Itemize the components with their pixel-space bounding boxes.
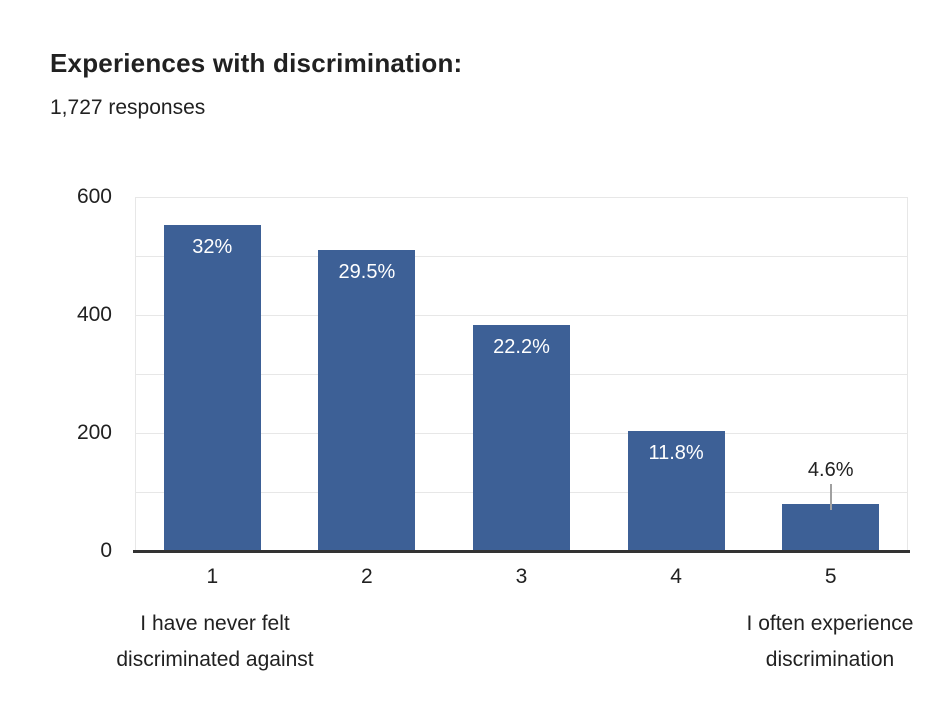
x-axis-annotation-left: I have never felt discriminated against [116, 606, 313, 678]
x-axis-tick-label: 2 [361, 565, 373, 588]
y-axis-tick-label: 200 [76, 421, 112, 444]
gridline [135, 256, 908, 257]
plot-area: 32% 29.5% 22.2% 11.8% 4.6% [135, 197, 908, 551]
x-axis-annotation-right: I often experience discrimination [747, 606, 914, 678]
plot-right-border [907, 197, 908, 551]
gridline [135, 197, 908, 198]
bar [318, 250, 416, 551]
annotation-line: I often experience [746, 612, 914, 635]
bar-value-label: 32% [192, 235, 233, 258]
bar [627, 430, 725, 551]
bar-value-label: 22.2% [493, 336, 550, 359]
bar [782, 504, 880, 551]
bar [163, 224, 261, 551]
x-axis-tick-label: 5 [824, 565, 837, 588]
x-axis-line [133, 550, 910, 553]
question-title: Experiences with discrimination: [50, 48, 463, 78]
annotation-line: I have never felt [140, 612, 290, 635]
plot-left-border [135, 197, 136, 551]
response-count: 1,727 responses [50, 96, 206, 119]
gridline [135, 315, 908, 316]
annotation-line: discrimination [765, 648, 895, 671]
x-axis-tick-label: 4 [670, 565, 682, 588]
label-connector-line [829, 484, 832, 511]
bar-value-label: 11.8% [648, 441, 704, 464]
bar-value-label: 4.6% [807, 459, 854, 482]
bar [473, 325, 570, 551]
y-axis-tick-label: 600 [76, 185, 112, 208]
y-axis-tick-label: 400 [76, 303, 112, 326]
annotation-line: discriminated against [116, 648, 314, 671]
bar-value-label: 29.5% [338, 261, 396, 284]
y-axis-tick-label: 0 [100, 539, 112, 562]
x-axis-tick-label: 1 [206, 565, 219, 588]
x-axis-tick-label: 3 [515, 565, 528, 588]
